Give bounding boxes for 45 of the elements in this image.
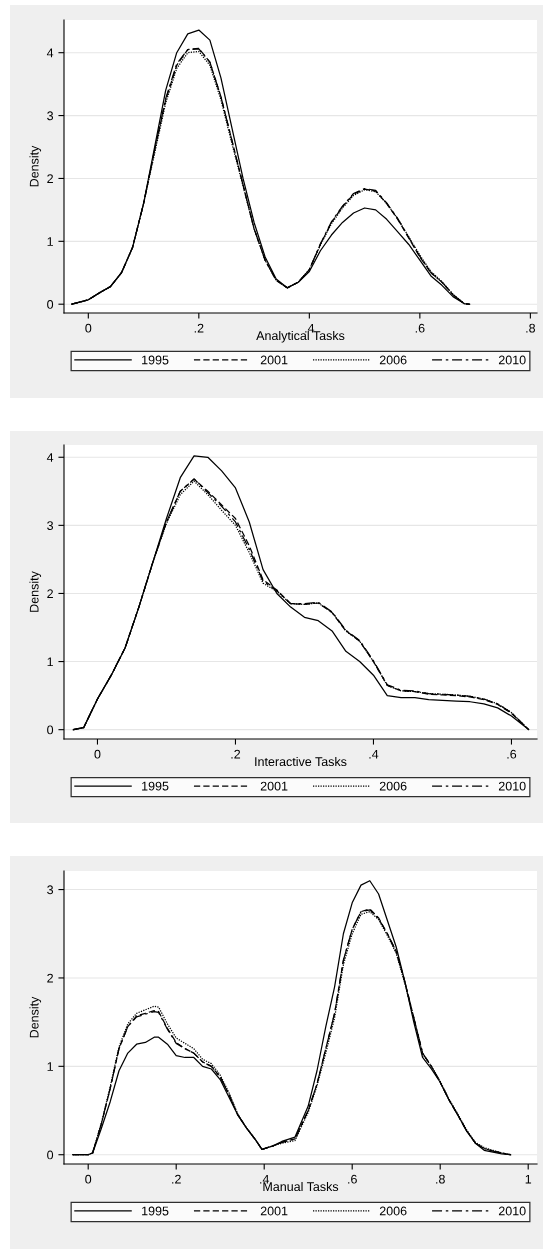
x-tick-label: 0	[94, 749, 101, 759]
legend-label: 2001	[260, 781, 288, 791]
x-tick-label: 0	[85, 323, 92, 333]
x-axis-title: Interactive Tasks	[255, 756, 347, 767]
legend-label: 1995	[142, 355, 169, 365]
legend-label: 1995	[142, 1206, 169, 1216]
x-tick-label: .2	[194, 323, 204, 333]
legend-label: 2001	[260, 355, 288, 365]
x-tick-label: .4	[260, 1174, 270, 1184]
y-tick-label: 4	[46, 453, 54, 462]
y-tick-label: 2	[47, 174, 53, 183]
y-axis-title: Density	[29, 996, 42, 1038]
x-tick-label: .6	[507, 749, 517, 759]
x-tick-label: .2	[231, 749, 241, 759]
x-axis-title: Manual Tasks	[263, 1181, 339, 1192]
y-tick-label: 2	[47, 589, 53, 598]
y-tick-label: 3	[47, 885, 54, 895]
x-tick-label: .6	[348, 1174, 357, 1184]
legend-label: 2010	[498, 1206, 526, 1216]
legend-label: 2001	[260, 1206, 288, 1216]
y-tick-label: 0	[47, 1150, 54, 1160]
x-tick-label: .4	[369, 749, 379, 759]
legend-label: 2006	[379, 781, 407, 791]
y-tick-label: 1	[47, 1062, 53, 1071]
y-axis-title: Density	[29, 145, 42, 187]
y-tick-label: 0	[47, 725, 54, 735]
legend-label: 2006	[379, 1206, 407, 1216]
legend-label: 2010	[498, 781, 526, 791]
legend-label: 1995	[142, 781, 169, 791]
legend-label: 2010	[498, 355, 526, 365]
x-tick-label: .2	[172, 1174, 181, 1184]
y-tick-label: 3	[47, 521, 54, 531]
y-tick-label: 4	[46, 48, 54, 58]
y-axis-title: Density	[29, 571, 42, 612]
y-tick-label: 1	[47, 657, 53, 667]
y-tick-label: 0	[47, 300, 54, 309]
x-tick-label: 0	[85, 1174, 92, 1184]
x-tick-label: .6	[415, 323, 425, 333]
y-tick-label: 1	[47, 237, 53, 246]
y-tick-label: 3	[47, 111, 54, 121]
x-tick-label: .8	[526, 323, 536, 333]
y-tick-label: 2	[47, 973, 53, 983]
x-tick-label: .8	[436, 1174, 445, 1184]
x-tick-label: 1	[525, 1174, 532, 1184]
legend-label: 2006	[379, 355, 407, 365]
